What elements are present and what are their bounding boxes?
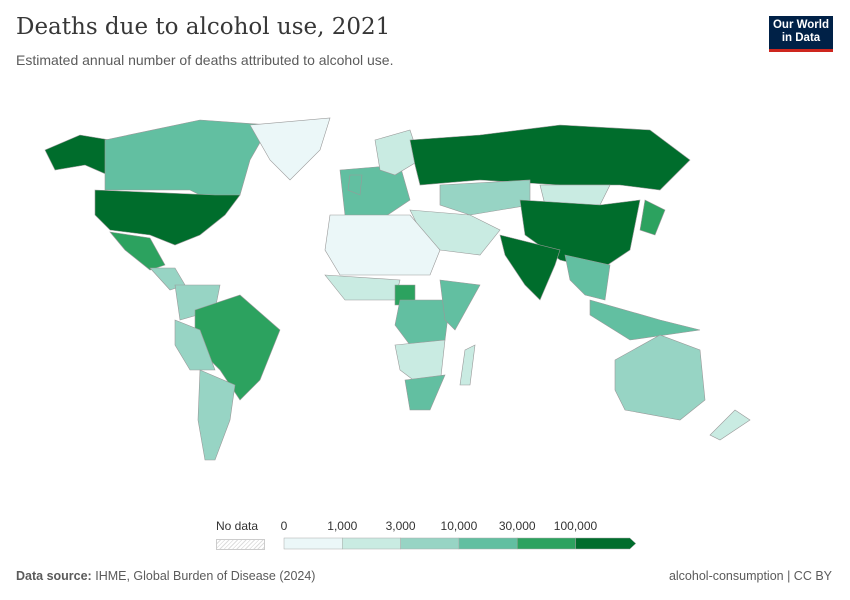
chart-title: Deaths due to alcohol use, 2021 <box>16 14 391 40</box>
owid-logo[interactable]: Our World in Data <box>769 16 833 52</box>
no-data-label: No data <box>216 519 259 533</box>
legend-bin-3[interactable] <box>458 537 518 550</box>
region-western-europe[interactable] <box>339 164 411 221</box>
legend-bin-1[interactable] <box>342 537 401 550</box>
legend-bin-5[interactable] <box>575 537 637 550</box>
legend-bin-2[interactable] <box>400 537 460 550</box>
data-source: Data source: IHME, Global Burden of Dise… <box>16 569 316 583</box>
region-southeast-asia[interactable] <box>564 254 611 301</box>
region-japan[interactable] <box>639 199 666 236</box>
region-greenland[interactable] <box>249 117 331 181</box>
license[interactable]: alcohol-consumption | CC BY <box>668 569 832 583</box>
region-south-africa[interactable] <box>404 374 446 411</box>
region-united-kingdom[interactable] <box>347 174 363 196</box>
legend-label: 3,000 <box>385 519 416 533</box>
legend-label: 1,000 <box>327 519 358 533</box>
region-mexico[interactable] <box>109 231 166 271</box>
chart-subtitle: Estimated annual number of deaths attrib… <box>16 52 394 68</box>
legend-label: 30,000 <box>498 519 536 533</box>
region-peru-bolivia[interactable] <box>174 319 216 371</box>
region-united-states[interactable] <box>94 189 241 246</box>
legend-bin-4[interactable] <box>516 537 576 550</box>
legend-bin-0[interactable] <box>283 537 343 550</box>
region-north-africa[interactable] <box>324 214 441 276</box>
region-russia[interactable] <box>409 124 691 191</box>
region-central-asia[interactable] <box>439 179 531 216</box>
source-text: IHME, Global Burden of Disease (2024) <box>95 569 316 583</box>
legend-label: 0 <box>280 519 288 533</box>
region-argentina-chile[interactable] <box>197 369 236 461</box>
legend-label: 100,000 <box>553 519 598 533</box>
region-scandinavia[interactable] <box>374 129 421 176</box>
region-alaska[interactable] <box>44 134 111 176</box>
region-indonesia[interactable] <box>589 299 701 341</box>
legend-label: 10,000 <box>440 519 478 533</box>
region-madagascar[interactable] <box>459 344 476 386</box>
region-india[interactable] <box>499 234 561 301</box>
region-west-africa[interactable] <box>324 274 401 301</box>
region-east-africa[interactable] <box>439 279 481 331</box>
no-data-swatch <box>216 539 265 550</box>
region-new-zealand[interactable] <box>709 409 751 441</box>
region-central-africa[interactable] <box>394 299 451 346</box>
region-australia[interactable] <box>614 334 706 421</box>
